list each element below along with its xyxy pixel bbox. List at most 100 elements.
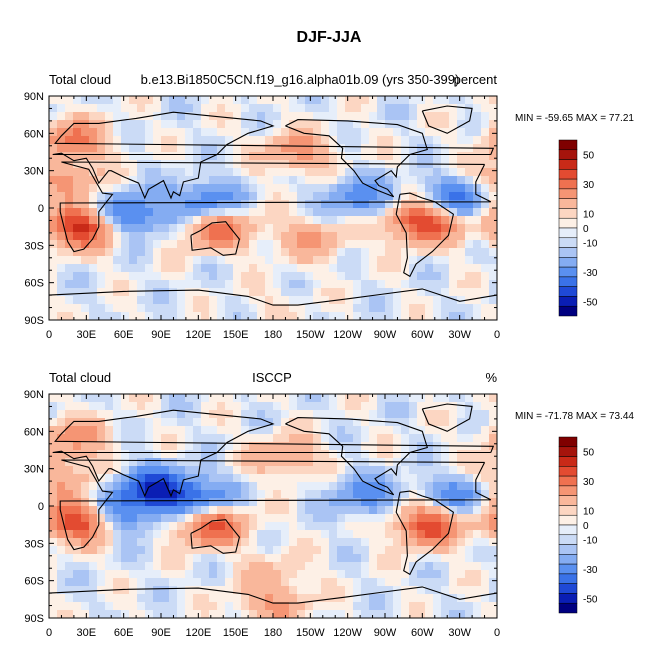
- heatmap-cell: [401, 288, 410, 297]
- heatmap-cell: [81, 280, 90, 289]
- heatmap-cell: [417, 312, 426, 320]
- heatmap-cell: [417, 296, 426, 305]
- heatmap-cell: [233, 112, 242, 121]
- heatmap-cell: [281, 104, 290, 113]
- heatmap-cell: [465, 232, 474, 241]
- heatmap-cell: [169, 594, 178, 603]
- heatmap-cell: [249, 450, 258, 459]
- heatmap-cell: [481, 514, 490, 523]
- heatmap-cell: [433, 426, 442, 435]
- heatmap-cell: [137, 594, 146, 603]
- heatmap-cell: [281, 554, 290, 563]
- heatmap-cell: [409, 264, 418, 273]
- heatmap-cell: [345, 104, 354, 113]
- heatmap-cell: [105, 304, 114, 313]
- heatmap-cell: [233, 466, 242, 475]
- heatmap-cell: [97, 200, 106, 209]
- heatmap-cell: [361, 530, 370, 539]
- heatmap-cell: [249, 562, 258, 571]
- heatmap-cell: [241, 272, 250, 281]
- heatmap-cell: [425, 136, 434, 145]
- heatmap-cell: [305, 304, 314, 313]
- heatmap-cell: [57, 450, 66, 459]
- heatmap-cell: [401, 152, 410, 161]
- heatmap-cell: [297, 490, 306, 499]
- heatmap-cell: [57, 272, 66, 281]
- heatmap-cell: [321, 434, 330, 443]
- heatmap-cell: [201, 570, 210, 579]
- heatmap-cell: [97, 554, 106, 563]
- heatmap-cell: [273, 410, 282, 419]
- heatmap-cell: [481, 168, 490, 177]
- heatmap-cell: [73, 610, 82, 618]
- heatmap-cell: [49, 232, 58, 241]
- heatmap-cell: [49, 506, 58, 515]
- heatmap-cell: [433, 264, 442, 273]
- heatmap-cell: [281, 112, 290, 121]
- heatmap-cell: [425, 402, 434, 411]
- heatmap-cell: [57, 248, 66, 257]
- heatmap-cell: [473, 224, 482, 233]
- heatmap-cell: [65, 394, 74, 403]
- heatmap-cell: [433, 184, 442, 193]
- heatmap-cell: [361, 152, 370, 161]
- heatmap-cell: [377, 434, 386, 443]
- heatmap-cell: [105, 418, 114, 427]
- heatmap-cell: [329, 192, 338, 201]
- heatmap-cell: [137, 474, 146, 483]
- heatmap-cell: [81, 402, 90, 411]
- heatmap-cell: [441, 586, 450, 595]
- heatmap-cell: [105, 570, 114, 579]
- heatmap-cell: [249, 152, 258, 161]
- heatmap-cell: [177, 280, 186, 289]
- heatmap-cell: [97, 152, 106, 161]
- heatmap-cell: [105, 312, 114, 320]
- heatmap-cell: [329, 554, 338, 563]
- heatmap-cell: [145, 538, 154, 547]
- heatmap-cell: [233, 586, 242, 595]
- heatmap-cell: [353, 296, 362, 305]
- heatmap-cell: [409, 168, 418, 177]
- coastline: [421, 105, 473, 134]
- heatmap-cell: [217, 304, 226, 313]
- heatmap-cell: [289, 168, 298, 177]
- heatmap-cell: [409, 104, 418, 113]
- heatmap-cell: [113, 264, 122, 273]
- heatmap-cell: [313, 450, 322, 459]
- heatmap-cell: [353, 466, 362, 475]
- heatmap-cell: [417, 128, 426, 137]
- heatmap-cell: [297, 514, 306, 523]
- heatmap-cell: [169, 426, 178, 435]
- heatmap-cell: [217, 522, 226, 531]
- heatmap-cell: [65, 232, 74, 241]
- heatmap-cell: [57, 554, 66, 563]
- heatmap-cell: [449, 176, 458, 185]
- heatmap-cell: [425, 522, 434, 531]
- heatmap-cell: [249, 96, 258, 105]
- heatmap-cell: [361, 192, 370, 201]
- heatmap-cell: [481, 498, 490, 507]
- heatmap-cell: [449, 474, 458, 483]
- heatmap-cell: [217, 136, 226, 145]
- colorbar-swatch: [558, 139, 578, 151]
- heatmap-cell: [289, 562, 298, 571]
- heatmap-cell: [337, 466, 346, 475]
- heatmap-cell: [145, 458, 154, 467]
- heatmap-cell: [361, 610, 370, 618]
- heatmap-cell: [281, 296, 290, 305]
- heatmap-cell: [169, 578, 178, 587]
- y-tick-label: 60S: [24, 278, 44, 290]
- heatmap-cell: [177, 248, 186, 257]
- heatmap-cell: [273, 288, 282, 297]
- heatmap-cell: [473, 176, 482, 185]
- heatmap-cell: [193, 522, 202, 531]
- heatmap-cell: [345, 256, 354, 265]
- heatmap-cell: [329, 160, 338, 169]
- heatmap-cell: [49, 442, 58, 451]
- heatmap-cell: [353, 200, 362, 209]
- heatmap-cell: [217, 554, 226, 563]
- heatmap-cell: [425, 610, 434, 618]
- heatmap-cell: [201, 248, 210, 257]
- heatmap-cell: [289, 184, 298, 193]
- heatmap-cell: [257, 224, 266, 233]
